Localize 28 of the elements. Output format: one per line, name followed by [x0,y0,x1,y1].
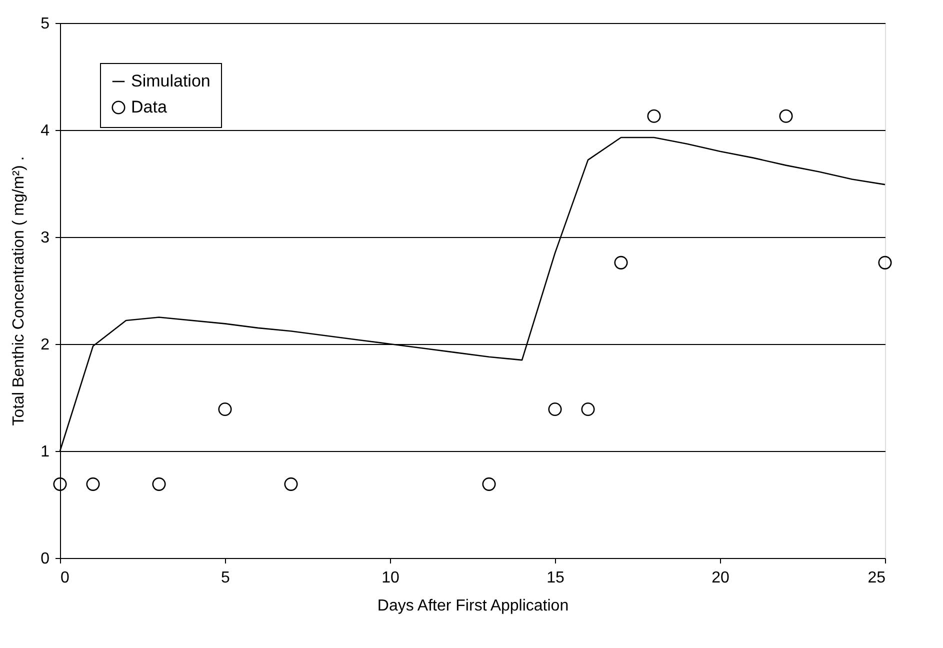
y-tick-label: 1 [40,444,50,460]
point [218,402,232,416]
x-tick-label: 0 [60,570,70,586]
point [647,109,661,123]
point [152,477,166,491]
legend-label: Simulation [131,72,210,90]
y-tick-label: 3 [40,230,50,246]
x-axis-title: Days After First Application [377,598,569,614]
y-tick-label: 2 [40,336,50,354]
point [581,402,595,416]
y-tick-label: 4 [40,122,50,140]
y-tick-label: 5 [40,16,50,32]
x-tick-label: 5 [221,570,230,586]
x-tick-label: 10 [382,570,400,586]
point [284,477,298,491]
point [779,109,793,123]
x-tick-label: 25 [868,570,886,586]
x-tick-label: 15 [546,570,564,586]
y-axis-title: Total Benthic Concentration ( mg/m²) . [10,156,28,426]
y-tick-label: 0 [40,550,50,568]
point [548,402,562,416]
point [878,256,892,270]
point [53,477,67,491]
point [482,477,496,491]
point [614,256,628,270]
legend-label: Data [131,98,168,116]
x-tick-label: 20 [712,570,730,586]
point [86,477,100,491]
